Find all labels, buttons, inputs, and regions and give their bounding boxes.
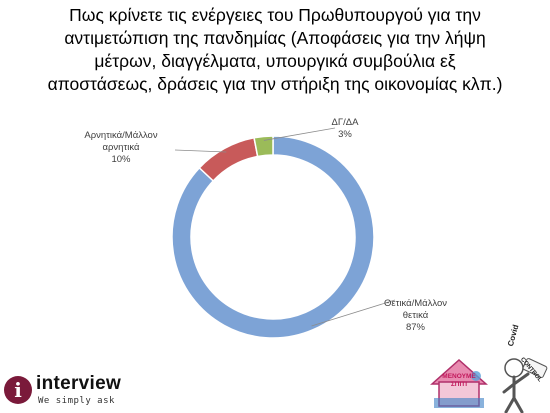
donut-slice-positive <box>171 135 375 339</box>
slice-label-positive-line-2: θετικά <box>402 310 429 321</box>
leader-line-positive <box>311 299 396 327</box>
stay-home-logo <box>430 358 488 408</box>
stay-home-text-line-2: ΣΠΙΤΙ <box>450 381 468 388</box>
donut-slice-negative <box>198 136 259 182</box>
slice-label-negative-value: 10% <box>111 154 131 165</box>
donut-slice-dk <box>253 135 274 158</box>
house-ground-icon <box>434 398 484 408</box>
covid-control-figure <box>502 358 548 413</box>
slice-label-positive: Θετικά/Μάλλον θετικά 87% <box>368 298 463 334</box>
title-line-2: αντιμετώπιση της πανδημίας (Αποφάσεις γι… <box>64 28 486 48</box>
slice-label-dk-value: 3% <box>338 129 352 140</box>
slice-label-negative-line-1: Αρνητικά/Μάλλον <box>84 130 158 141</box>
stay-home-text-line-1: ΜΕΝΟΥΜΕ <box>442 373 476 380</box>
label-leader-lines <box>174 127 396 327</box>
slice-label-negative: Αρνητικά/Μάλλον αρνητικά 10% <box>66 130 176 166</box>
slice-label-dk-line-1: ΔΓ/ΔΑ <box>331 117 359 128</box>
figure-body-icon <box>502 372 530 413</box>
interview-badge-icon: i <box>4 376 32 404</box>
slice-label-dk: ΔΓ/ΔΑ 3% <box>305 117 385 141</box>
title-line-3: μέτρων, διαγγέλματα, υπουργικά συμβούλια… <box>94 51 456 71</box>
leader-line-dk <box>263 127 336 141</box>
leader-line-negative <box>174 149 227 153</box>
interview-logo: i interview We simply ask <box>4 373 129 411</box>
donut-slices <box>171 135 375 339</box>
slice-label-positive-line-1: Θετικά/Μάλλον <box>383 298 448 309</box>
stay-home-text: ΜΕΝΟΥΜΕ ΣΠΙΤΙ <box>442 373 476 389</box>
decoration-circle-icon <box>471 371 481 381</box>
title-line-1: Πως κρίνετε τις ενέργειες του Πρωθυπουργ… <box>69 5 481 25</box>
slice-label-positive-value: 87% <box>405 322 425 333</box>
title-line-4: αποστάσεως, δράσεις για την στήριξη της … <box>47 74 503 94</box>
slice-label-negative-line-2: αρνητικά <box>102 142 140 153</box>
chart-title: Πως κρίνετε τις ενέργειες του Πρωθυπουργ… <box>0 4 550 96</box>
interview-logo-name: interview <box>36 373 122 394</box>
control-sign-icon <box>522 358 548 378</box>
interview-logo-tagline: We simply ask <box>38 396 115 406</box>
